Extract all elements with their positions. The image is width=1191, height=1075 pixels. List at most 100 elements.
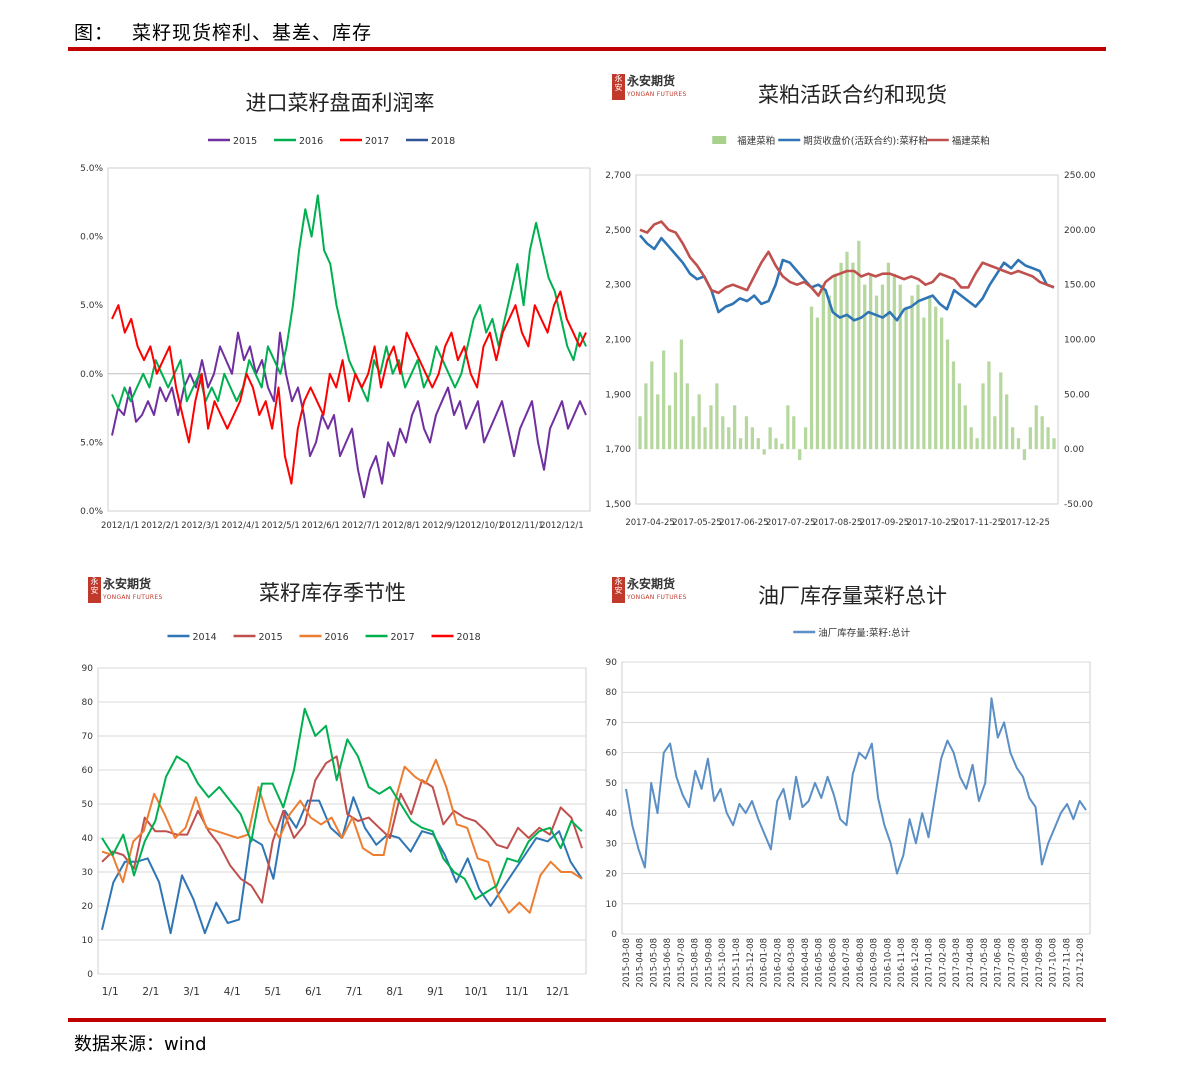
x-tick-label: 2012/8/1 [382, 521, 420, 531]
bar-0 [839, 262, 843, 450]
x-tick-label: 3/1 [183, 986, 200, 998]
bar-0 [1034, 405, 1038, 450]
chart-panel-mill-stock: 油厂库存量菜籽总计 90 80 70 60 50 40 30 20 10 0 2015-03-08 20… [600, 570, 1105, 1010]
y-tick-label: 90 [82, 664, 94, 674]
y-tick-label: 60 [82, 766, 94, 776]
bar-0 [851, 262, 855, 450]
y-tick-label: 30 [82, 868, 94, 878]
legend-swatch [712, 136, 727, 144]
x-tick-label: 2015-06-08 [663, 938, 673, 987]
bar-0 [1005, 394, 1009, 450]
bar-0 [732, 405, 737, 450]
x-tick-label: 2012/5/1 [262, 521, 300, 531]
bar-0 [1046, 427, 1050, 450]
x-tick-label: 10/1 [464, 986, 488, 998]
x-tick-label: 9/1 [427, 986, 444, 998]
x-tick-label: 2016-09-08 [870, 938, 880, 987]
y-tick-label: -10.0% [80, 507, 103, 517]
y-tick-label: 20 [606, 870, 618, 880]
bar-0 [803, 427, 808, 450]
bar-0 [969, 427, 973, 450]
x-tick-label: 2015-05-08 [649, 938, 659, 987]
bar-0 [715, 383, 719, 450]
legend-label: 2016 [299, 136, 323, 147]
chart-title: 油厂库存量菜籽总计 [758, 584, 947, 608]
y-tick-label: 1,900 [605, 390, 631, 400]
y-tick-label: 10 [82, 936, 94, 946]
x-tick-label: 2016-11-08 [897, 938, 907, 987]
bar-0 [679, 339, 684, 450]
figure-label: 图： [74, 22, 115, 44]
x-tick-label: 2017-07-25 [766, 518, 815, 528]
chart-panel-meal: 菜粕活跃合约和现货 2,700 2,500 2,300 2,100 1,900 1,700 1… [600, 70, 1105, 535]
chart-group-margin: 进口菜籽盘面利润率 15.0% 10.0% 5.0% 0.0% -5.0% -10.0% 20… [80, 91, 591, 531]
bar-0 [886, 262, 891, 450]
bar-0 [892, 273, 896, 450]
bar-0 [798, 449, 802, 461]
x-tick-label: 2015-04-08 [636, 938, 646, 987]
x-tick-label: 11/1 [505, 986, 529, 998]
y-tick-label: -5.0% [80, 438, 103, 448]
bar-0 [916, 284, 920, 450]
x-tick-label: 2012/1/1 [101, 521, 139, 531]
bar-0 [786, 405, 790, 450]
y2-tick-label: 100.00 [1064, 336, 1096, 346]
bar-0 [667, 405, 672, 450]
x-tick-label: 2017-03-08 [952, 938, 962, 987]
logo-yongan-2: 永安 永安期货 YONGAN FUTURES [88, 577, 163, 605]
bar-0 [845, 251, 849, 450]
bar-0 [738, 438, 743, 450]
x-tick-label: 2017-12-25 [1000, 518, 1049, 528]
x-tick-label: 2017-06-08 [994, 938, 1004, 987]
bar-0 [951, 361, 956, 450]
bar-0 [910, 295, 914, 450]
bar-0 [656, 394, 660, 450]
x-tick-label: 2017-10-08 [1049, 938, 1059, 987]
legend-label: 福建菜粕 [737, 135, 775, 147]
x-tick-label: 2017-08-25 [813, 518, 862, 528]
y-tick-label: 1,500 [605, 500, 631, 510]
bar-0 [821, 284, 825, 450]
legend-label: 2014 [193, 632, 217, 643]
x-tick-label: 2012/7/1 [342, 521, 380, 531]
y-tick-label: 40 [606, 809, 618, 819]
series-line-2017 [111, 290, 587, 485]
plot-area [621, 661, 1091, 935]
figure-header: 图： 菜籽现货榨利、基差、库存 [74, 18, 372, 45]
chart-title: 进口菜籽盘面利润率 [246, 91, 435, 115]
x-tick-label: 2016-05-08 [815, 938, 825, 987]
x-tick-label: 2012/4/1 [221, 521, 259, 531]
bar-0 [928, 295, 932, 450]
bar-0 [644, 383, 648, 450]
y2-tick-label: 150.00 [1064, 281, 1096, 291]
bar-0 [792, 416, 796, 450]
y-tick-label: 0.0% [80, 370, 103, 380]
logo-mark: 永安 [88, 577, 101, 603]
bar-0 [1016, 438, 1021, 450]
series-line-2017 [101, 707, 583, 901]
x-tick-label: 2016-03-08 [787, 938, 797, 987]
series-line-福建菜粕 [639, 220, 1055, 297]
x-tick-label: 6/1 [305, 986, 322, 998]
legend-label: 2017 [365, 136, 389, 147]
y-tick-label: 1,700 [605, 445, 631, 455]
x-tick-label: 2015-11-08 [732, 938, 742, 987]
y-tick-label: 90 [606, 658, 618, 668]
x-tick-label: 2016-08-08 [856, 938, 866, 987]
x-tick-label: 1/1 [102, 986, 119, 998]
bar-0 [863, 284, 867, 450]
bar-0 [880, 284, 885, 450]
chart-group-meal: 菜粕活跃合约和现货 2,700 2,500 2,300 2,100 1,900 1,700 1… [605, 83, 1096, 528]
bar-0 [857, 240, 861, 450]
bar-0 [827, 295, 831, 450]
chart-margin: 进口菜籽盘面利润率 15.0% 10.0% 5.0% 0.0% -5.0% -10.0% 20… [80, 91, 591, 531]
bar-0 [685, 383, 689, 450]
bar-0 [774, 438, 778, 450]
legend-label: 油厂库存量:菜籽:总计 [818, 627, 910, 639]
y2-tick-label: 250.00 [1064, 171, 1096, 181]
x-tick-label: 2017-12-08 [1076, 938, 1086, 987]
bar-0 [1028, 427, 1032, 450]
y-tick-label: 0 [87, 970, 93, 980]
series-line-2015 [101, 755, 583, 904]
y-tick-label: 10.0% [80, 233, 103, 243]
